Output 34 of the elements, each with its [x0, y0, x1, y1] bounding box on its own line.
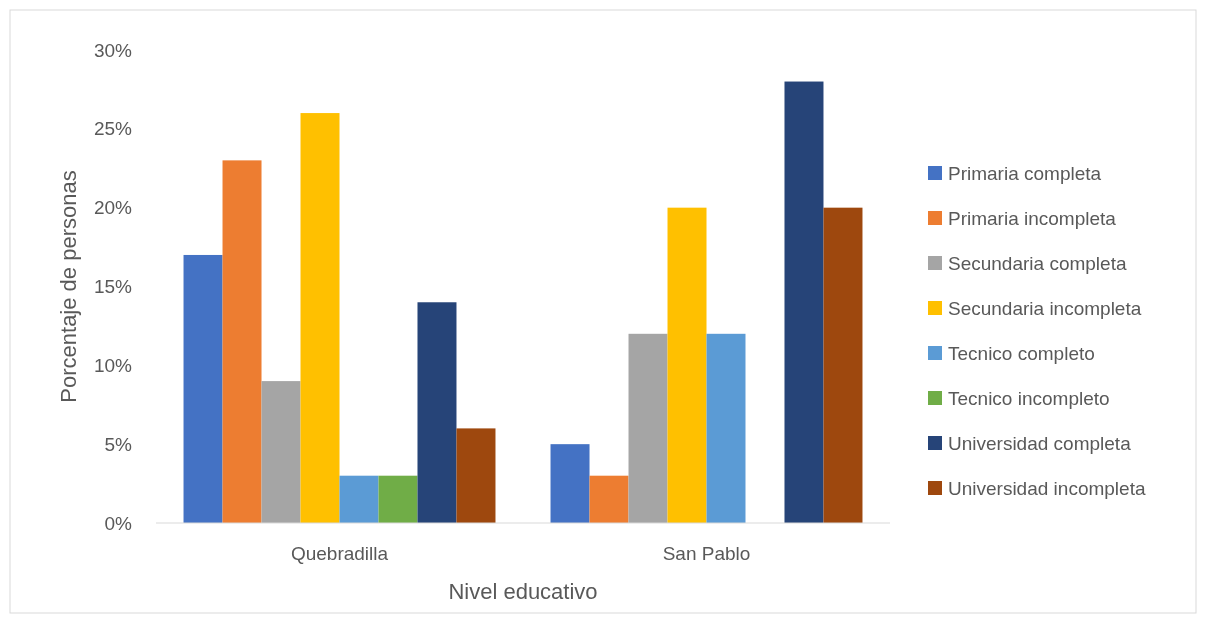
y-tick-label: 20%	[93, 197, 133, 219]
bar	[589, 475, 629, 523]
bar	[667, 207, 707, 523]
legend-label: Universidad incompleta	[948, 477, 1146, 499]
bar	[261, 381, 301, 523]
bar	[339, 475, 379, 523]
legend-label: Tecnico completo	[948, 342, 1095, 364]
y-axis-title: Porcentaje de personas	[56, 170, 81, 403]
y-tick-label: 25%	[93, 118, 133, 140]
x-axis-title: Nivel educativo	[448, 579, 598, 604]
y-tick-label: 15%	[93, 276, 133, 298]
y-tick-label: 0%	[104, 512, 133, 534]
bar	[784, 81, 824, 523]
bar	[706, 333, 746, 523]
legend-label: Universidad completa	[948, 432, 1132, 454]
x-tick-label: San Pablo	[662, 543, 751, 564]
legend-label: Tecnico incompleto	[948, 387, 1110, 409]
legend-label: Secundaria incompleta	[948, 297, 1142, 319]
bar	[183, 254, 223, 523]
x-tick-label: Quebradilla	[290, 543, 389, 564]
bar	[222, 160, 262, 523]
bar	[378, 475, 418, 523]
bar	[417, 302, 457, 523]
bar	[300, 113, 340, 523]
legend-label: Primaria completa	[948, 162, 1102, 184]
legend-label: Primaria incompleta	[948, 207, 1117, 229]
y-tick-label: 5%	[104, 433, 133, 455]
y-tick-label: 10%	[93, 354, 133, 376]
bar	[628, 333, 668, 523]
y-tick-label: 30%	[93, 39, 133, 61]
bar	[550, 444, 590, 523]
legend-label: Secundaria completa	[948, 252, 1127, 274]
bar	[456, 428, 496, 523]
bar	[823, 207, 863, 523]
